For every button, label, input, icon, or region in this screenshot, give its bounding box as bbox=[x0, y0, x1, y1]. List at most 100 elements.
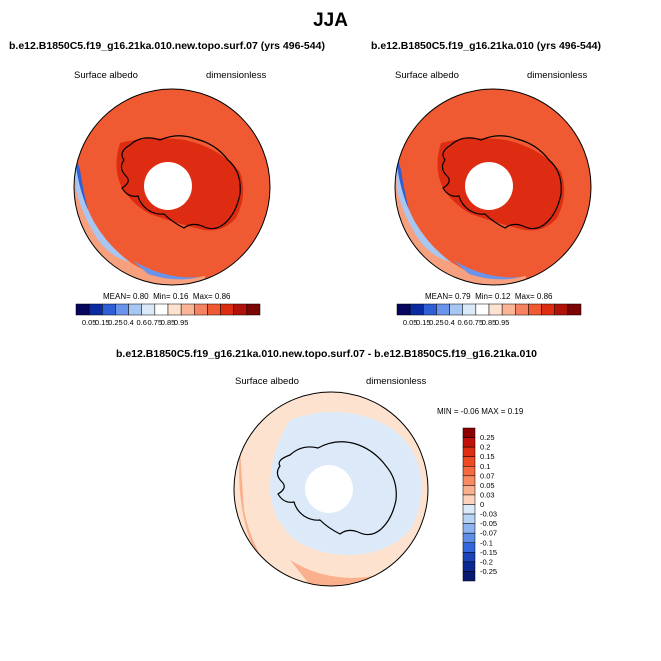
panel-3-colorbar-box bbox=[462, 561, 476, 572]
panel-3-map-border bbox=[233, 391, 429, 587]
panel-1-colorbar-box bbox=[102, 303, 116, 316]
panel-3-stats: MIN = -0.06 MAX = 0.19 bbox=[437, 407, 524, 416]
panel-2-max-label: Max= bbox=[514, 292, 535, 301]
panel-1-colorbar-box bbox=[167, 303, 182, 316]
panel-1-colorbar-box bbox=[246, 303, 261, 316]
panel-2-colorbar-box bbox=[449, 303, 463, 316]
panel-1-colorbar-tick-label: 0.25 bbox=[108, 318, 123, 327]
panel-1-coastline bbox=[120, 135, 241, 230]
panel-1-colorbar-box bbox=[220, 303, 234, 316]
panel-3-colorbar-tick-label: 0.03 bbox=[480, 490, 495, 499]
panel-3-coastline bbox=[276, 441, 397, 536]
panel-2-map bbox=[394, 88, 592, 286]
panel-1-mean-label: MEAN= bbox=[103, 292, 131, 301]
panel-2-colorbar-tick-label: 0.85 bbox=[482, 318, 497, 327]
panel-1-variable: Surface albedo bbox=[74, 70, 138, 81]
figure-title: JJA bbox=[313, 10, 348, 31]
panel-3-colorbar-box bbox=[462, 552, 476, 563]
panel-3-colorbar-box bbox=[462, 475, 476, 486]
panel-1-map-border bbox=[73, 88, 271, 286]
panel-2-colorbar-tick-label: 0.15 bbox=[416, 318, 431, 327]
panel-1-colorbar-tick-label: 0.85 bbox=[161, 318, 176, 327]
panel-2-pole-hole bbox=[465, 162, 513, 210]
panel-2-colorbar-box bbox=[396, 303, 411, 316]
panel-1-colorbar-box bbox=[128, 303, 142, 316]
panel-3-colorbar-box bbox=[462, 466, 476, 477]
panel-3-title: b.e12.B1850C5.f19_g16.21ka.010.new.topo.… bbox=[116, 348, 538, 360]
panel-3-colorbar-tick-label: 0.15 bbox=[480, 452, 495, 461]
panel-3-colorbar-tick-label: -0.1 bbox=[480, 538, 493, 547]
panel-1-colorbar-tick-label: 0.05 bbox=[82, 318, 97, 327]
panel-2-mean-label: MEAN= bbox=[425, 292, 453, 301]
panel-2-units: dimensionless bbox=[527, 70, 588, 81]
panel-3-colorbar-box bbox=[462, 571, 476, 582]
panel-3-colorbar-box bbox=[462, 437, 476, 448]
panel-2-mean-value: 0.79 bbox=[455, 292, 471, 301]
panel-1-colorbar-tick-label: 0.6 bbox=[136, 318, 146, 327]
panel-2-colorbar-box bbox=[475, 303, 490, 316]
panel-1-open-water-north bbox=[132, 260, 200, 280]
panel-2-min-label: Min= bbox=[475, 292, 493, 301]
panel-3-colorbar-tick-label: 0.1 bbox=[480, 462, 490, 471]
panel-1-open-water bbox=[74, 150, 130, 262]
panel-3-colorbar-box bbox=[462, 532, 476, 543]
panel-2-coastline bbox=[441, 135, 562, 230]
panel-2-variable: Surface albedo bbox=[395, 70, 459, 81]
panel-1-min-label: Min= bbox=[153, 292, 171, 301]
panel-3-colorbar: 0.250.20.150.10.070.050.030-0.03-0.05-0.… bbox=[462, 427, 497, 582]
panel-2-colorbar-box bbox=[515, 303, 529, 316]
panel-3-colorbar-tick-label: -0.15 bbox=[480, 548, 497, 557]
panel-1-colorbar-tick-label: 0.4 bbox=[123, 318, 133, 327]
panel-3-positive-north bbox=[290, 560, 380, 586]
panel-3-colorbar-box bbox=[462, 485, 476, 496]
panel-2-map-border bbox=[394, 88, 592, 286]
panel-2-colorbar-box bbox=[423, 303, 437, 316]
panel-2-colorbar-box bbox=[501, 303, 516, 316]
panel-1-colorbar-box bbox=[233, 303, 248, 316]
panel-1-stats: MEAN= 0.80 Min= 0.16 Max= 0.86 bbox=[103, 292, 231, 301]
panel-3-units: dimensionless bbox=[366, 376, 427, 387]
panel-1-colorbar-box bbox=[154, 303, 169, 316]
panel-1-title: b.e12.B1850C5.f19_g16.21ka.010.new.topo.… bbox=[9, 40, 325, 52]
panel-3-colorbar-tick-label: 0 bbox=[480, 500, 484, 509]
panel-2-colorbar-box bbox=[462, 303, 477, 316]
panel-1-mean-value: 0.80 bbox=[133, 292, 149, 301]
panel-2-colorbar-box bbox=[409, 303, 424, 316]
panel-3-colorbar-box bbox=[462, 446, 476, 457]
panel-3-colorbar-box bbox=[462, 513, 476, 524]
panel-1-colorbar-box bbox=[88, 303, 103, 316]
panel-3-colorbar-box bbox=[462, 542, 476, 553]
panel-1-low-albedo-water bbox=[74, 150, 88, 210]
panel-3-map bbox=[233, 391, 429, 587]
panel-3-colorbar-box bbox=[462, 427, 476, 438]
panel-2-min-value: 0.12 bbox=[494, 292, 511, 301]
panel-1-min-value: 0.16 bbox=[172, 292, 189, 301]
panel-1-colorbar-box bbox=[180, 303, 195, 316]
panel-1-max-label: Max= bbox=[192, 292, 213, 301]
panel-3-pole-hole bbox=[305, 465, 353, 513]
panel-2-colorbar-box bbox=[541, 303, 555, 316]
panel-1-map bbox=[73, 88, 271, 286]
panel-2-colorbar-tick-label: 0.25 bbox=[429, 318, 444, 327]
panel-2-colorbar-tick-label: 0.4 bbox=[444, 318, 454, 327]
panel-1-colorbar: 0.050.150.25 0.4 0.6 0.750.850.95 bbox=[75, 303, 261, 327]
panel-3-variable: Surface albedo bbox=[235, 376, 299, 387]
panel-3-colorbar-tick-label: -0.03 bbox=[480, 510, 497, 519]
panel-3-colorbar-box bbox=[462, 456, 476, 467]
panel-3-colorbar-tick-label: -0.07 bbox=[480, 529, 497, 538]
panel-1-units: dimensionless bbox=[206, 70, 267, 81]
panel-3-colorbar-tick-label: 0.07 bbox=[480, 471, 495, 480]
panel-2-colorbar-tick-label: 0.75 bbox=[469, 318, 484, 327]
panel-3-colorbar-tick-label: -0.2 bbox=[480, 557, 493, 566]
panel-2-low-albedo-water bbox=[395, 148, 409, 210]
panel-2-colorbar-tick-label: 0.05 bbox=[403, 318, 418, 327]
panel-3-colorbar-tick-label: 0.25 bbox=[480, 433, 495, 442]
panel-2-colorbar-box bbox=[488, 303, 503, 316]
panel-1-colorbar-box bbox=[207, 303, 221, 316]
panel-3-colorbar-tick-label: 0.2 bbox=[480, 443, 490, 452]
panel-1-colorbar-tick-label: 0.15 bbox=[95, 318, 110, 327]
panel-2-open-water-north bbox=[453, 260, 521, 280]
panel-3-colorbar-box bbox=[462, 494, 476, 505]
panel-2-max-value: 0.86 bbox=[536, 292, 553, 301]
